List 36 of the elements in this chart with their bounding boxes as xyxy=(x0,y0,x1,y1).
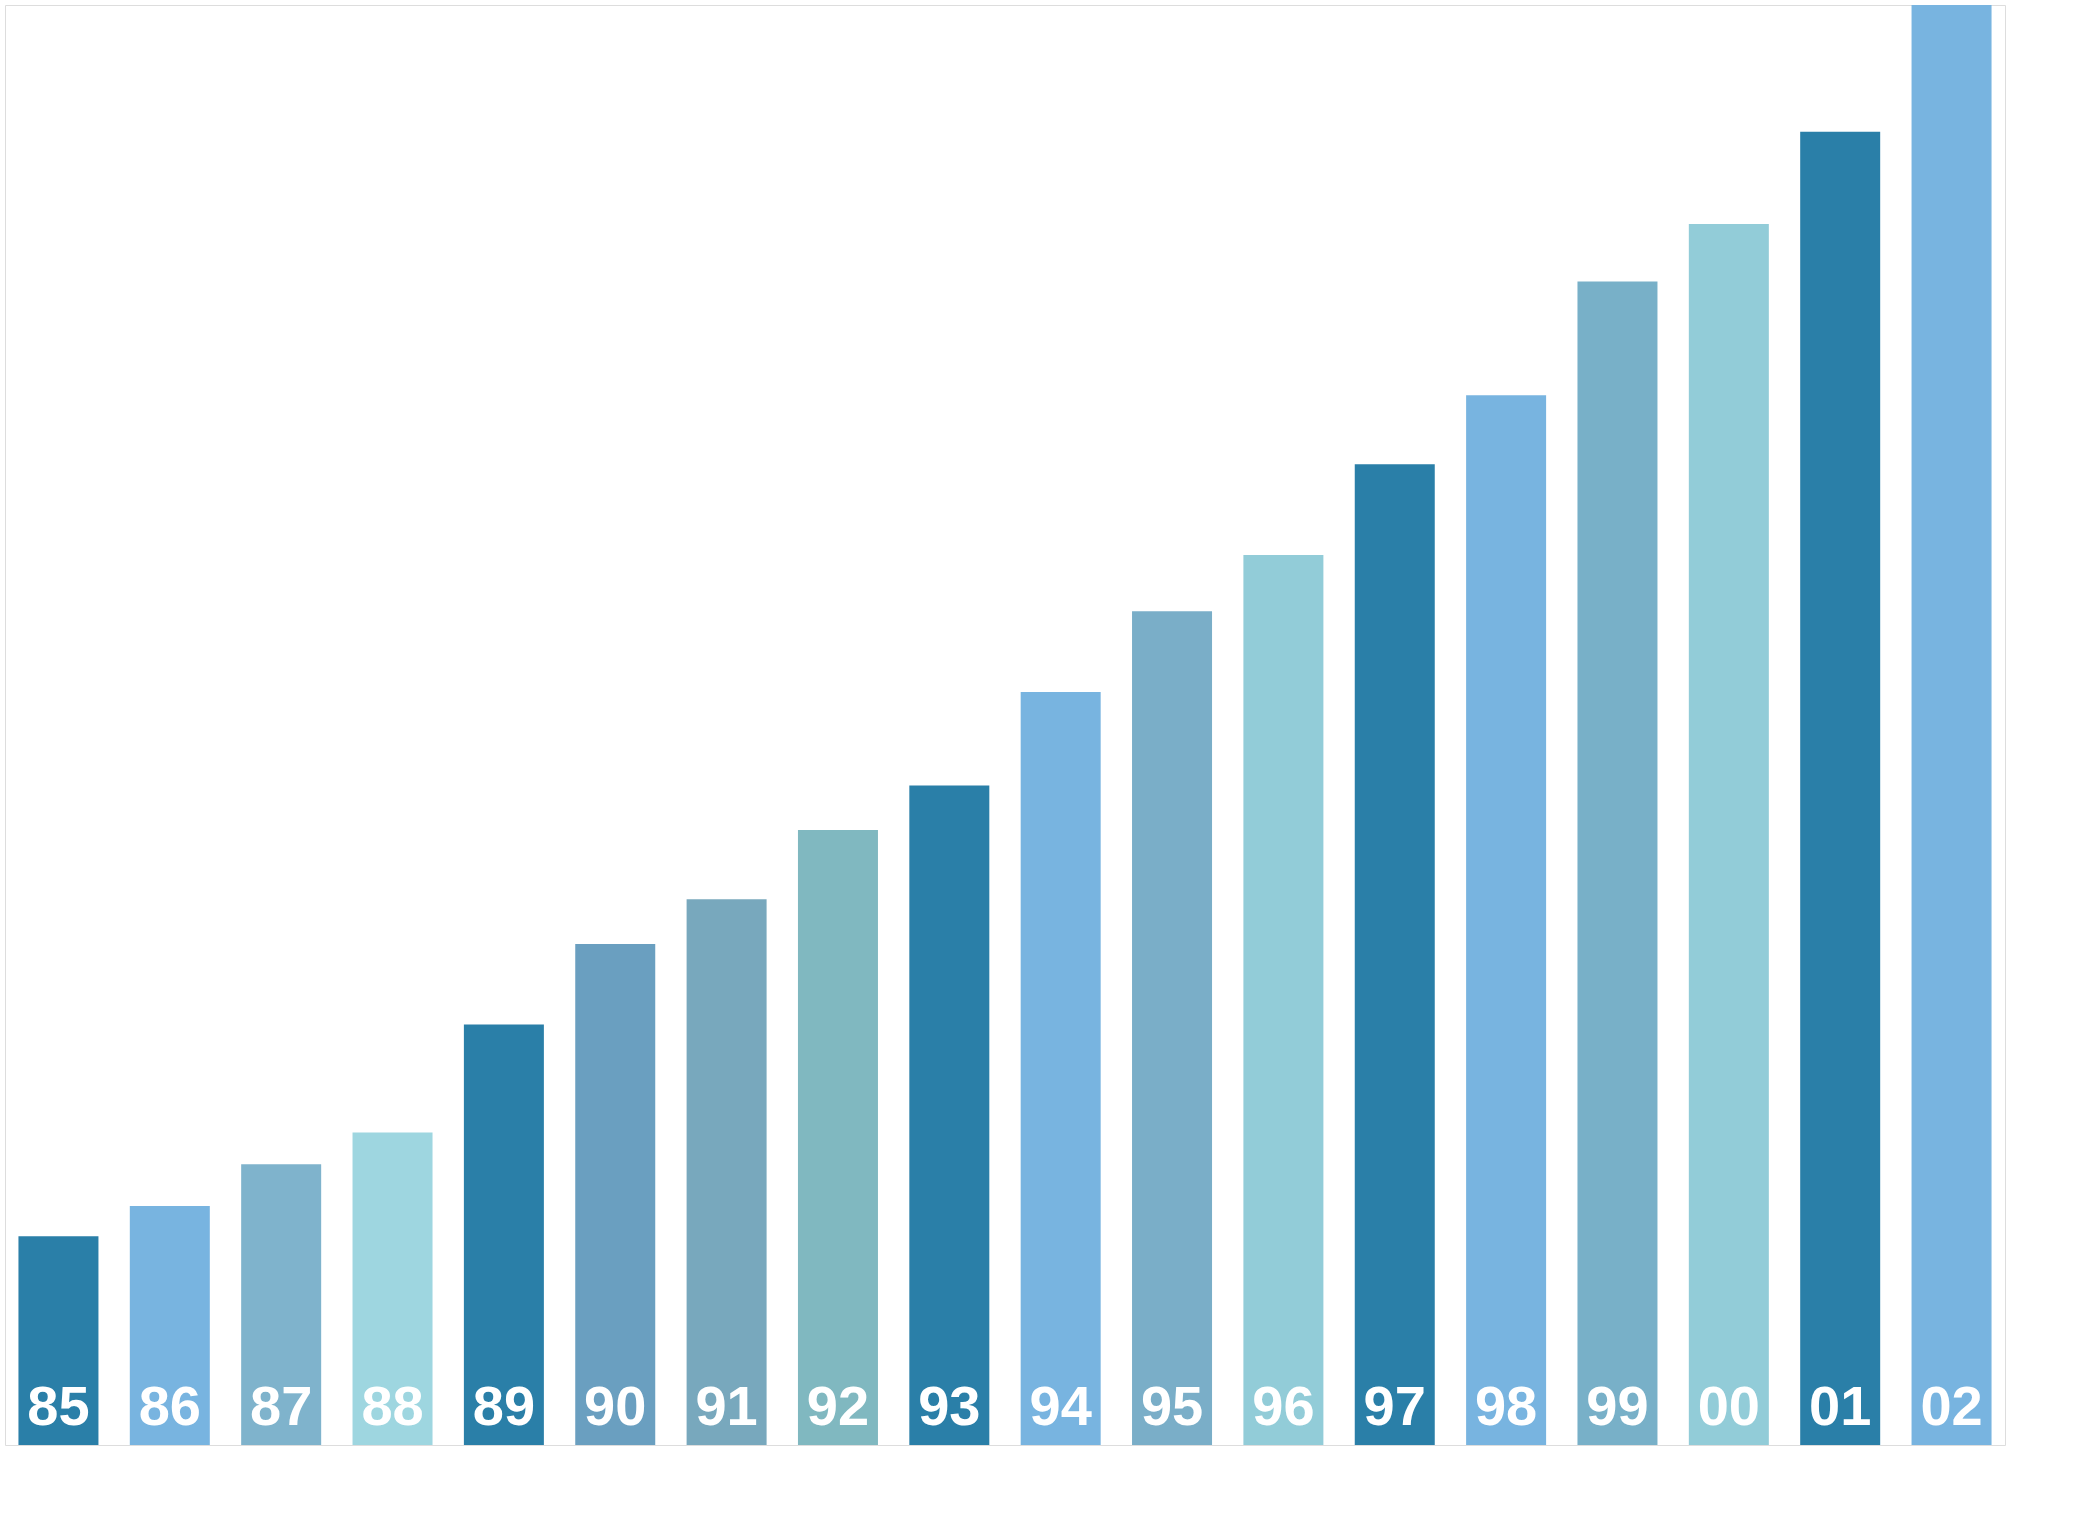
x-tick-label: 99 xyxy=(1586,1374,1649,1437)
x-tick-label: 02 xyxy=(1920,1374,1983,1437)
bar xyxy=(1020,691,1101,1445)
x-tick-label: 87 xyxy=(250,1374,313,1437)
x-tick-label: 91 xyxy=(695,1374,758,1437)
x-tick-label: 95 xyxy=(1140,1374,1204,1437)
bar xyxy=(686,899,767,1445)
bar xyxy=(575,943,656,1445)
x-tick-label: 86 xyxy=(138,1374,201,1437)
bar xyxy=(1354,464,1435,1445)
bar xyxy=(1132,611,1213,1445)
x-tick-label: 97 xyxy=(1363,1374,1426,1437)
bar xyxy=(1577,281,1658,1445)
x-tick-label: 96 xyxy=(1252,1374,1315,1437)
bar xyxy=(1466,395,1547,1445)
bar xyxy=(1243,555,1324,1445)
x-tick-label: 88 xyxy=(361,1374,424,1437)
x-tick-label: 93 xyxy=(918,1374,981,1437)
x-tick-label: 92 xyxy=(806,1374,870,1437)
bar xyxy=(797,830,878,1445)
x-tick-label: 00 xyxy=(1697,1374,1760,1437)
x-tick-label: 89 xyxy=(472,1374,536,1437)
x-tick-label: 01 xyxy=(1809,1374,1872,1437)
x-tick-label: 94 xyxy=(1029,1374,1092,1437)
bar xyxy=(18,1236,99,1445)
bar xyxy=(463,1024,544,1445)
bar xyxy=(241,1164,322,1445)
bar xyxy=(1800,131,1881,1445)
bar xyxy=(129,1205,210,1445)
x-tick-label: 90 xyxy=(584,1374,647,1437)
x-tick-label: 85 xyxy=(27,1374,90,1437)
x-tick-label: 98 xyxy=(1474,1374,1538,1437)
bar xyxy=(1911,5,1992,1445)
bar xyxy=(1688,223,1769,1445)
bar xyxy=(909,785,990,1445)
bar xyxy=(352,1132,433,1445)
